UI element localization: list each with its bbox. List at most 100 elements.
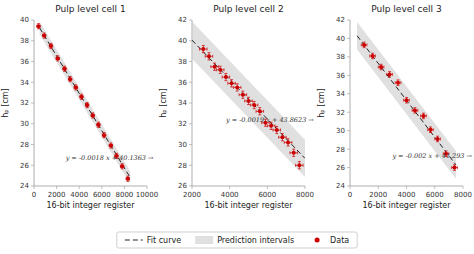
legend-label: Data [330, 236, 349, 245]
y-error-bar [397, 80, 400, 86]
data-point [85, 103, 89, 107]
equation: y = -0.002 x + 41.293 → [391, 152, 472, 160]
y-tick-label: 40 [20, 16, 29, 24]
x-tick-label: 10000 [136, 191, 158, 199]
x-error-bar [216, 68, 224, 71]
y-tick [347, 186, 350, 187]
plot-area [192, 21, 305, 177]
x-tick-label: 4000 [70, 191, 88, 199]
x-error-bar [56, 57, 59, 60]
x-error-bar [85, 104, 88, 107]
data-point [42, 34, 46, 38]
y-error-bar [241, 91, 244, 98]
data-point [241, 93, 245, 97]
y-tick [31, 165, 34, 166]
y-tick [347, 20, 350, 21]
y-tick-label: 26 [178, 182, 187, 190]
y-tick-label: 34 [336, 90, 345, 98]
y-error-bar [103, 133, 106, 138]
y-tick [31, 103, 34, 104]
y-error-bar [436, 136, 439, 142]
x-tick [79, 186, 80, 189]
y-error-bar [247, 97, 250, 104]
data-point [218, 68, 222, 72]
data-point [421, 114, 425, 118]
data-point [297, 163, 301, 167]
legend-label: Prediction intervals [217, 236, 294, 245]
y-error-bar [287, 139, 290, 146]
data-point [213, 65, 217, 69]
x-tick-label: 0 [348, 191, 352, 199]
y-error-bar [224, 73, 227, 80]
y-tick-label: 26 [336, 164, 345, 172]
y-tick-label: 42 [178, 16, 187, 24]
x-tick-label: 4000 [221, 191, 239, 199]
data-point [275, 128, 279, 132]
y-tick [31, 144, 34, 145]
data-point [396, 81, 400, 85]
x-tick [350, 186, 351, 189]
data-point [96, 123, 100, 127]
x-tick [124, 186, 125, 189]
data-point [230, 81, 234, 85]
x-error-bar [284, 141, 292, 144]
y-error-bar [63, 66, 66, 71]
x-tick-label: 6000 [426, 191, 444, 199]
fit-line [192, 40, 305, 158]
x-tick [192, 186, 193, 189]
y-tick-label: 42 [336, 16, 345, 24]
x-error-bar [279, 136, 287, 139]
equation: y = -0.0018 x + 40.1363 → [65, 154, 154, 162]
y-tick [189, 144, 192, 145]
prediction-band [192, 21, 305, 177]
y-tick [347, 112, 350, 113]
x-error-bar [412, 109, 418, 112]
x-error-bar [42, 34, 45, 37]
data-point [91, 113, 95, 117]
x-error-bar [435, 137, 441, 140]
x-error-bar [387, 73, 393, 76]
x-error-bar [74, 86, 77, 89]
y-error-bar [213, 63, 216, 70]
y-tick-label: 34 [178, 99, 187, 107]
x-error-bar [378, 66, 384, 69]
data-point [436, 137, 440, 141]
y-tick [189, 103, 192, 104]
x-error-bar [63, 67, 66, 70]
y-error-bar [363, 42, 366, 48]
data-point [201, 47, 205, 51]
x-tick-label: 8000 [454, 191, 472, 199]
data-point [49, 44, 53, 48]
y-tick [31, 82, 34, 83]
x-tick-label: 2000 [369, 191, 387, 199]
x-error-bar [68, 78, 71, 81]
x-error-bar [290, 151, 298, 154]
y-error-bar [109, 143, 112, 148]
y-tick-label: 24 [336, 182, 345, 190]
y-error-bar [202, 45, 205, 52]
data-point [68, 77, 72, 81]
y-tick [31, 20, 34, 21]
data-point [207, 54, 211, 58]
x-axis-label: 16-bit integer register [204, 201, 293, 210]
x-axis-line [34, 186, 147, 187]
x-tick [406, 186, 407, 189]
panel: 2426283032343638404202000400060008000Pul… [317, 4, 473, 210]
y-tick-label: 38 [336, 53, 345, 61]
x-tick-label: 8000 [115, 191, 133, 199]
x-error-bar [200, 48, 208, 51]
x-error-bar [228, 82, 236, 85]
y-error-bar [86, 102, 89, 107]
data-point [405, 98, 409, 102]
legend-swatch [195, 236, 213, 244]
x-error-bar [80, 95, 83, 98]
title: Pulp level cell 1 [55, 4, 125, 14]
y-tick [347, 149, 350, 150]
y-axis-label: hₚ [cm] [1, 88, 10, 117]
y-error-bar [49, 43, 52, 48]
y-error-bar [298, 162, 301, 169]
y-tick-label: 32 [20, 99, 29, 107]
y-tick-label: 38 [20, 37, 29, 45]
y-tick-label: 32 [336, 109, 345, 117]
data-point [126, 177, 130, 181]
